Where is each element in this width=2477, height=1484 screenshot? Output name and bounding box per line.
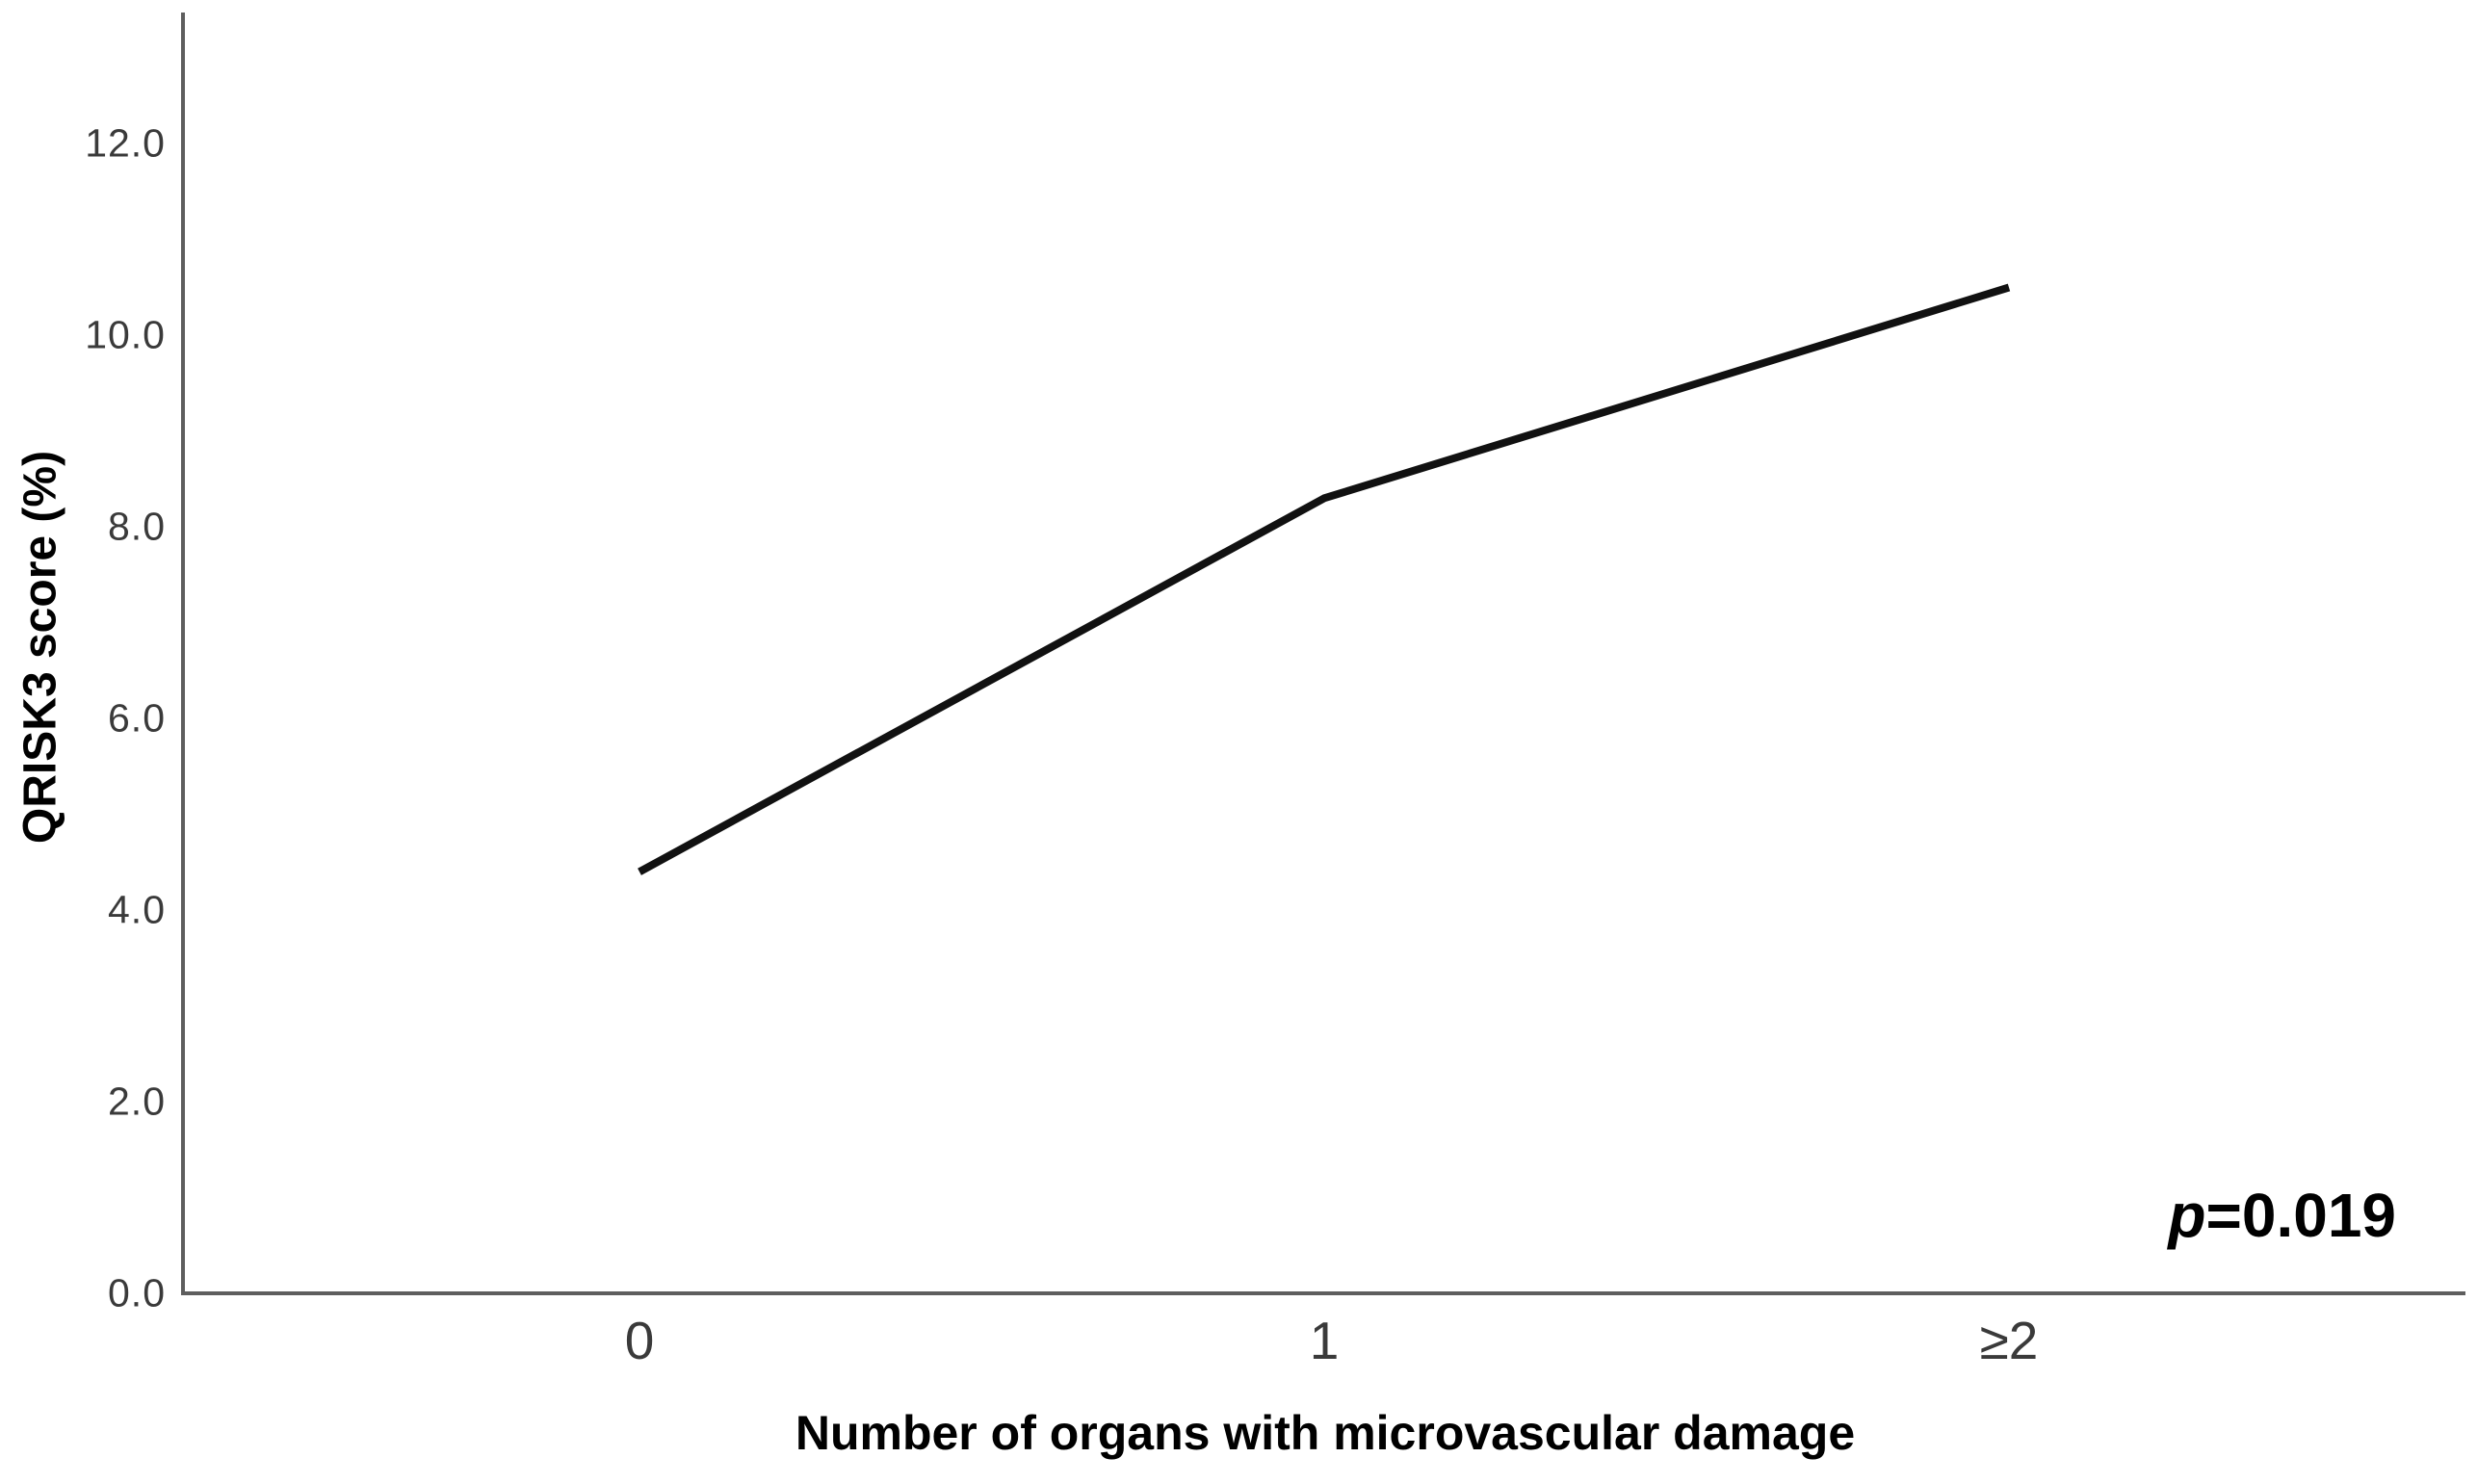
x-tick-label-0: 0 (624, 1311, 655, 1370)
p-value-text: =0.019 (2205, 1181, 2396, 1250)
y-tick-label-2.0: 2.0 (108, 1079, 166, 1124)
y-tick-label-6.0: 6.0 (108, 695, 166, 741)
data-line-series (638, 283, 2011, 875)
x-tick-label-2: ≥2 (1979, 1311, 2039, 1370)
y-tick-label-4.0: 4.0 (108, 887, 166, 932)
y-tick-label-0.0: 0.0 (108, 1270, 166, 1315)
x-axis-title: Number of organs with microvascular dama… (795, 1406, 1856, 1460)
y-axis-title: QRISK3 score (%) (14, 450, 66, 845)
y-tick-label-8.0: 8.0 (108, 504, 166, 549)
y-tick-label-12.0: 12.0 (85, 120, 166, 166)
p-value-italic-p: p (2168, 1181, 2206, 1250)
x-tick-label-1: 1 (1309, 1311, 1340, 1370)
y-tick-label-10.0: 10.0 (85, 312, 166, 357)
p-value-annotation: p=0.019 (2168, 1180, 2396, 1251)
